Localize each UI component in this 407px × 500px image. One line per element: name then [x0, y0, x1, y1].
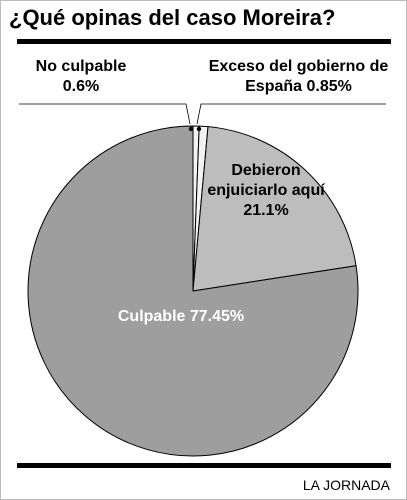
- leader-line: [196, 103, 386, 125]
- rule-bottom: [17, 463, 391, 468]
- pie-slice: [27, 125, 359, 457]
- category-label: No culpable: [35, 58, 127, 75]
- leader-line: [19, 103, 191, 125]
- source: LA JORNADA: [302, 477, 390, 493]
- chart-title: ¿Qué opinas del caso Moreira?: [9, 5, 336, 30]
- value-label: 0.6%: [62, 78, 100, 95]
- sliver-dot: [188, 126, 194, 132]
- data-label: No culpable 0.6%: [21, 57, 141, 97]
- category-label: Debieron enjuiciarlo aquí: [207, 162, 325, 199]
- category-label: Exceso del gobierno de España: [208, 58, 389, 95]
- data-label: Debieron enjuiciarlo aquí 21.1%: [206, 161, 326, 221]
- data-label: Culpable 77.45%: [111, 307, 251, 327]
- pie-slice: [192, 126, 357, 292]
- data-label: Exceso del gobierno de España 0.85%: [206, 57, 391, 97]
- sliver-dot: [196, 126, 202, 132]
- value-label: 77.45%: [189, 308, 245, 325]
- value-label: 21.1%: [243, 202, 289, 219]
- rule-top: [17, 39, 391, 44]
- value-label: 0.85%: [306, 78, 352, 95]
- category-label: Culpable: [117, 308, 186, 325]
